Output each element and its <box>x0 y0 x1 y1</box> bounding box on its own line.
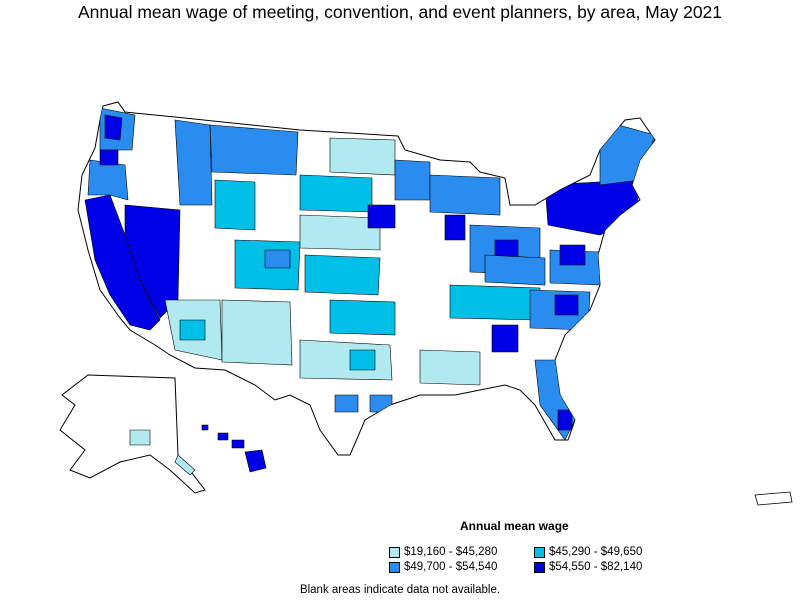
area-portland <box>99 149 119 166</box>
area-kansas <box>304 254 381 296</box>
footnote: Blank areas indicate data not available. <box>299 584 501 596</box>
area-wisconsin-michigan <box>429 174 501 216</box>
area-alaska-anchorage <box>129 429 151 446</box>
area-minnesota <box>394 159 431 201</box>
area-chicago <box>444 214 466 241</box>
legend-label-bin-2: $45,290 - $49,650 <box>549 546 643 558</box>
area-minneapolis <box>367 204 396 229</box>
area-austin <box>334 394 359 413</box>
legend-item-bin-3: $49,700 - $54,540 <box>389 561 497 573</box>
area-new-mexico <box>221 299 293 366</box>
legend-swatch-bin-3 <box>389 561 400 573</box>
legend-item-bin-4: $54,550 - $82,140 <box>534 561 642 573</box>
wage-areas <box>84 107 655 441</box>
legend-label-bin-4: $54,550 - $82,140 <box>549 561 643 573</box>
area-idaho <box>174 119 213 206</box>
area-nebraska <box>299 214 381 251</box>
area-nevada <box>124 204 181 319</box>
area-dc-baltimore <box>559 244 586 266</box>
area-california-coast <box>84 194 161 331</box>
area-texas-north <box>299 339 393 381</box>
area-puget-sound <box>104 114 123 141</box>
legend-title: Annual mean wage <box>460 519 569 533</box>
area-oregon-west <box>87 159 129 201</box>
area-denver <box>264 249 291 269</box>
legend-item-bin-2: $45,290 - $49,650 <box>534 546 642 558</box>
area-dakotas <box>299 174 373 213</box>
puerto-rico <box>754 491 793 506</box>
area-north-dakota <box>329 137 396 176</box>
area-wyoming-utah <box>214 179 256 231</box>
area-dallas <box>349 349 376 371</box>
legend-swatch-bin-2 <box>534 546 545 558</box>
area-raleigh <box>554 294 579 316</box>
area-oklahoma <box>329 299 396 336</box>
area-montana <box>209 124 299 176</box>
area-gulf <box>419 349 481 386</box>
legend-item-bin-1: $19,160 - $45,280 <box>389 546 497 558</box>
legend-swatch-bin-4 <box>534 561 545 573</box>
area-miami <box>557 409 573 431</box>
legend-swatch-bin-1 <box>389 546 400 558</box>
area-kentucky <box>484 254 546 286</box>
legend-label-bin-1: $19,160 - $45,280 <box>404 546 498 558</box>
legend-label-bin-3: $49,700 - $54,540 <box>404 561 498 573</box>
area-northeast <box>544 179 641 236</box>
area-phoenix <box>179 319 206 341</box>
area-tennessee <box>449 284 541 321</box>
hawaii-islands <box>201 424 267 473</box>
area-alaska-southeast <box>174 454 196 476</box>
area-atlanta <box>491 324 519 353</box>
map-title: Annual mean wage of meeting, convention,… <box>77 2 723 22</box>
area-houston <box>369 394 393 413</box>
